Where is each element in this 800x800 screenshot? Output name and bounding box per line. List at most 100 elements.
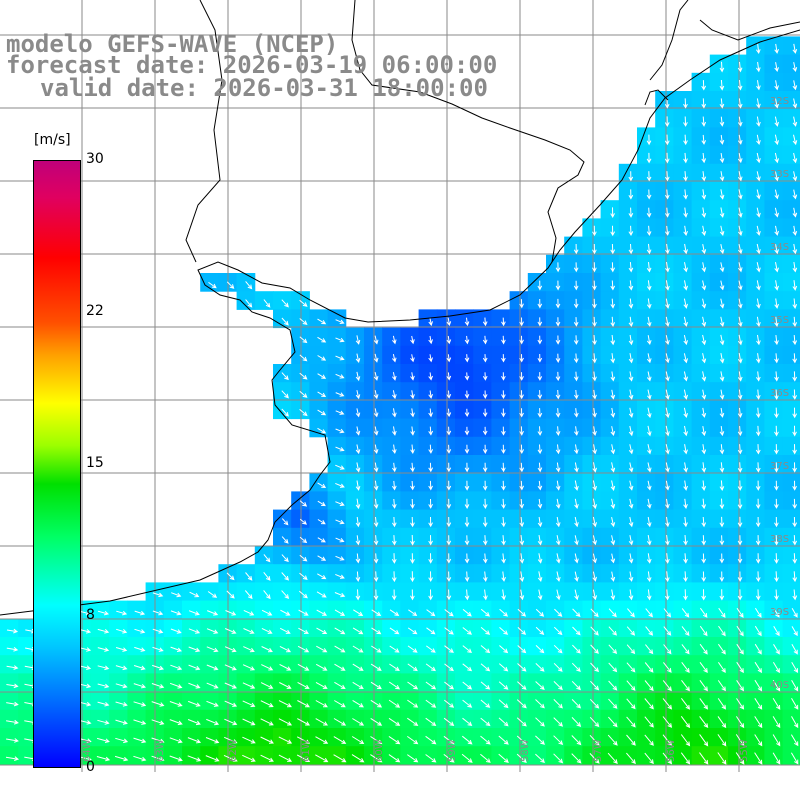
wind-arrow [335,337,345,343]
speed-cell [618,418,638,438]
speed-cell [327,400,347,420]
lon-label: 60W [374,739,385,762]
wind-arrow [334,592,346,598]
speed-cell [764,36,784,56]
speed-cell [618,309,638,329]
speed-cell [491,345,511,365]
speed-cell [746,127,765,147]
wind-arrow [645,626,654,636]
wind-arrow [537,408,543,418]
wind-arrow [299,299,308,307]
speed-cell [746,309,765,329]
wind-arrow [664,589,670,601]
speed-cell [728,182,747,201]
wind-arrow [719,61,725,73]
wind-arrow [754,661,762,674]
speed-cell [746,746,765,765]
wind-arrow [498,717,509,727]
wind-arrow [701,498,707,510]
wind-arrow [680,752,691,765]
speed-cell [764,546,784,565]
speed-cell [382,527,401,547]
wind-arrow [774,189,779,200]
wind-arrow [792,116,798,127]
speed-cell [618,218,638,238]
speed-cell [673,582,693,602]
wind-arrow [792,298,798,309]
wind-arrow [116,610,128,616]
speed-cell [582,327,602,347]
speed-cell [273,728,292,747]
wind-arrow [462,627,473,635]
wind-arrow [755,61,761,73]
wind-arrow [115,701,128,707]
wind-arrow [428,462,434,473]
speed-cell [546,418,565,438]
speed-cell [655,200,674,219]
wind-arrow [774,516,779,528]
wind-arrow [737,462,743,473]
speed-cell [91,709,110,729]
speed-cell [637,145,656,165]
wind-arrow [792,80,798,91]
wind-arrow [644,698,654,710]
wind-arrow [519,462,525,473]
graticule [0,0,800,772]
wind-arrow [480,681,491,690]
speed-cell [254,728,274,747]
speed-cell [764,182,784,201]
speed-cell [327,746,347,765]
wind-arrow [371,645,382,653]
speed-cell [345,673,365,693]
speed-cell [200,709,219,729]
speed-cell [509,400,529,420]
wind-arrow [683,371,688,382]
wind-arrow [279,627,291,634]
speed-cell [527,291,547,310]
wind-arrow [772,661,780,674]
wind-arrow [647,462,652,473]
speed-cell [600,291,620,310]
speed-cell [637,455,656,474]
speed-cell [163,746,183,765]
speed-cell [182,673,201,693]
wind-arrow [281,317,289,326]
wind-arrow [407,717,419,727]
wind-arrow [665,298,670,309]
wind-arrow [701,189,707,200]
wind-arrow [482,335,488,345]
lat-label: 37S [770,461,789,472]
speed-cell [455,418,474,438]
wind-arrow [571,662,581,672]
wind-arrow [535,699,545,709]
speed-cell [709,236,729,256]
wind-arrow [792,134,798,146]
wind-arrow [428,444,434,454]
speed-cell [709,473,729,492]
wind-arrow [97,628,110,634]
wind-arrow [206,718,220,726]
wind-arrow [756,298,761,309]
wind-arrow [719,225,725,237]
speed-cell [600,200,620,219]
wind-arrow [480,753,491,763]
wind-arrow [315,663,328,671]
speed-cell [728,72,747,92]
wind-arrow [464,589,470,601]
wind-arrow [664,134,670,146]
speed-cell [345,637,365,656]
wind-arrow [317,355,327,361]
wind-arrow [555,262,561,273]
wind-arrow [628,571,634,582]
speed-cell [436,491,456,511]
wind-arrow [537,498,543,509]
speed-cell [382,345,401,365]
wind-arrow [553,735,564,746]
wind-arrow [444,627,454,635]
wind-arrow [738,225,743,237]
wind-arrow [791,662,799,673]
wind-arrow [281,554,289,563]
speed-cell [600,345,620,365]
speed-cell [436,564,456,583]
wind-arrow [297,645,310,653]
